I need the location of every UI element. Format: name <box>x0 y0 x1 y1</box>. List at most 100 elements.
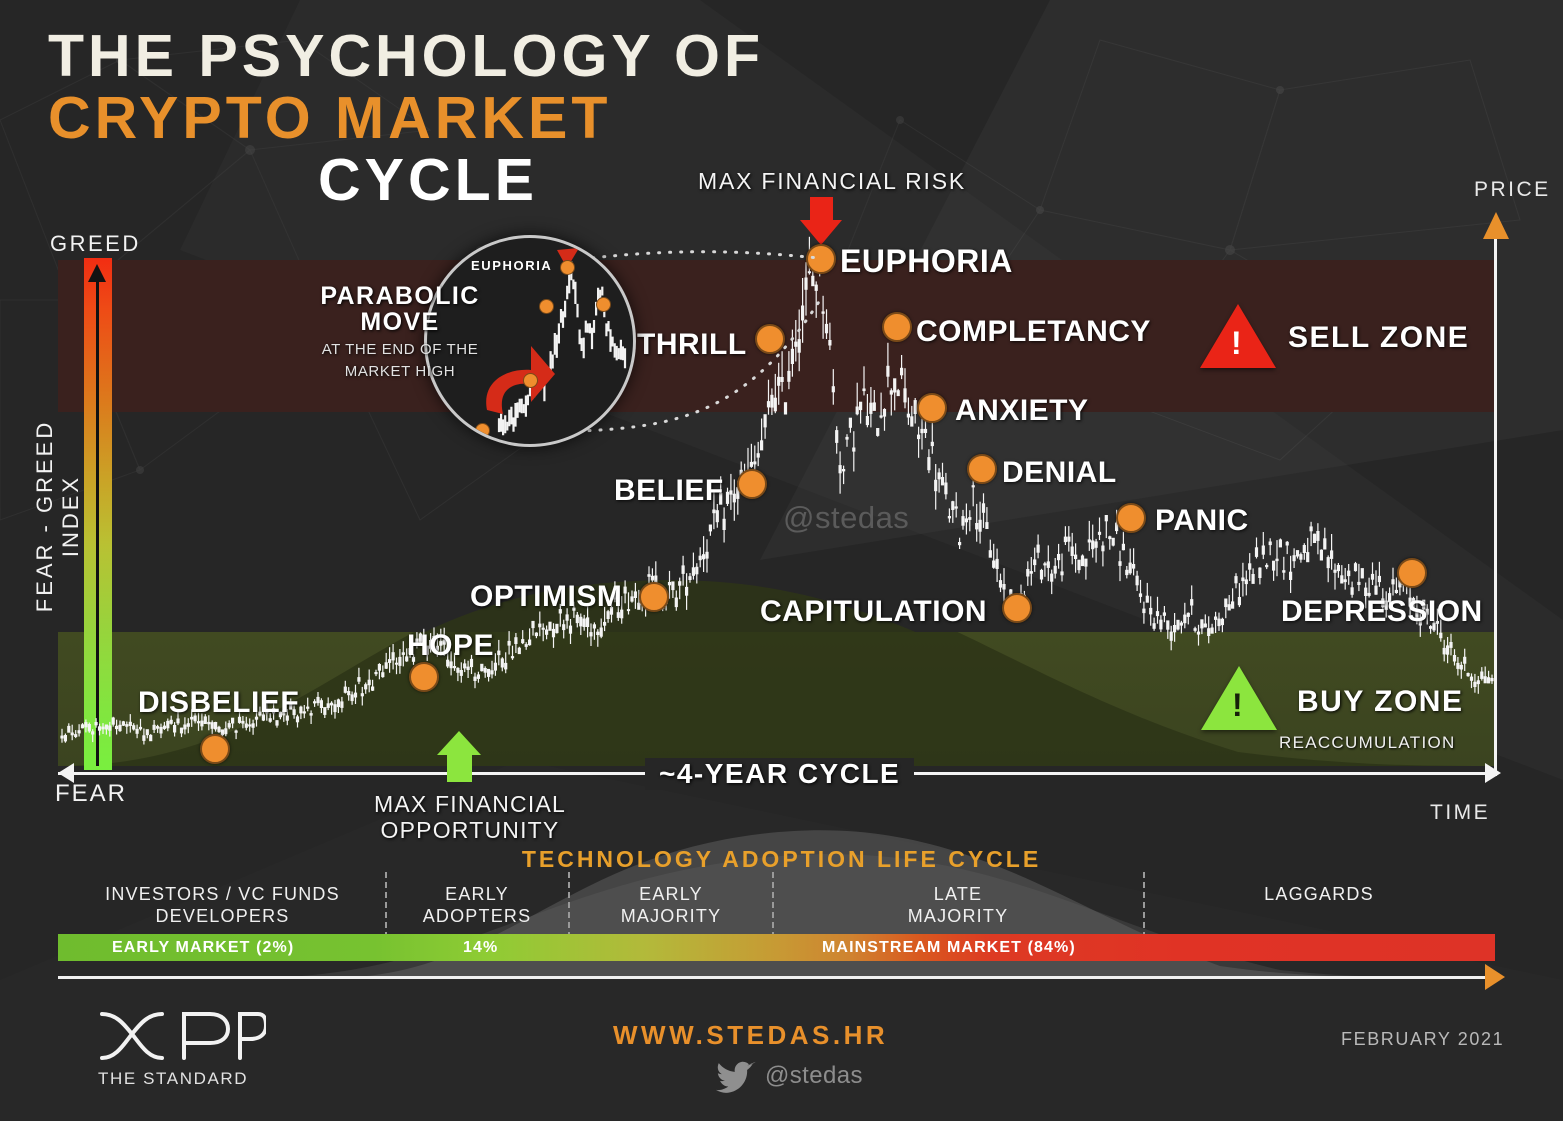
magnifier-peak-arrow-icon <box>557 248 579 268</box>
max-opportunity-arrow-up-icon <box>437 731 481 755</box>
market-share-gradient-bar <box>58 934 1495 961</box>
title-line-1: THE PSYCHOLOGY OF <box>48 23 764 89</box>
website-link[interactable]: WWW.STEDAS.HR <box>613 1020 889 1050</box>
xrp-tagline: THE STANDARD <box>98 1069 249 1088</box>
max-opportunity-label: MAX FINANCIAL OPPORTUNITY <box>355 791 585 844</box>
emotion-marker-optimism <box>639 582 669 612</box>
sell-zone-label: SELL ZONE <box>1288 321 1470 354</box>
max-risk-arrow-shaft <box>810 197 833 221</box>
sell-zone-warning-icon <box>1200 304 1276 368</box>
emotion-marker-disbelief <box>200 734 230 764</box>
emotion-label-denial: DENIAL <box>1002 456 1117 489</box>
adoption-segment-1: INVESTORS / VC FUNDS DEVELOPERS <box>60 884 385 927</box>
emotion-marker-euphoria <box>806 244 836 274</box>
adoption-segment-4-line1: LATE <box>933 884 983 904</box>
adoption-segment-3-line1: EARLY <box>639 884 703 904</box>
price-axis-arrow-icon <box>1483 212 1509 239</box>
emotion-label-panic: PANIC <box>1155 504 1249 537</box>
magnifier-optimism-label: SM <box>430 419 453 434</box>
publication-date: FEBRUARY 2021 <box>1341 1029 1505 1049</box>
market-share-label-3: MAINSTREAM MARKET (84%) <box>822 939 1076 956</box>
max-risk-label: MAX FINANCIAL RISK <box>698 168 966 194</box>
parabolic-sub-line2: MARKET HIGH <box>344 362 456 380</box>
emotion-marker-completancy <box>882 312 912 342</box>
magnifier-marker-optimism <box>475 423 490 438</box>
parabolic-sub-line1: AT THE END OF THE <box>321 340 479 358</box>
emotion-label-disbelief: DISBELIEF <box>138 686 300 719</box>
market-share-label-2: 14% <box>463 939 499 956</box>
magnifier-marker-thrill <box>539 299 554 314</box>
buy-zone-warning-icon <box>1201 666 1277 730</box>
max-opportunity-arrow-shaft <box>447 752 472 782</box>
title-line-3: CYCLE <box>318 146 538 213</box>
emotion-marker-thrill <box>755 324 785 354</box>
emotion-marker-panic <box>1116 503 1146 533</box>
buy-zone-label: BUY ZONE <box>1297 685 1464 718</box>
emotion-label-completancy: COMPLETANCY <box>916 315 1151 348</box>
adoption-segment-2: EARLY ADOPTERS <box>385 884 569 927</box>
time-axis-label: TIME <box>1430 801 1491 824</box>
watermark-text: @stedas <box>783 500 910 535</box>
adoption-base-axis-arrow-icon <box>1485 964 1505 990</box>
twitter-bird-icon <box>715 1061 756 1093</box>
adoption-segment-4: LATE MAJORITY <box>773 884 1143 927</box>
emotion-label-optimism: OPTIMISM <box>470 580 623 613</box>
adoption-divider-1 <box>385 872 387 958</box>
magnifier-marker-belief <box>523 373 538 388</box>
emotion-marker-hope <box>409 662 439 692</box>
parabolic-arrow-icon <box>486 346 555 414</box>
adoption-segment-2-line2: ADOPTERS <box>422 905 532 926</box>
emotion-label-thrill: THRILL <box>637 328 747 361</box>
magnifier-marker-completancy <box>596 297 611 312</box>
max-opportunity-label-line1: MAX FINANCIAL <box>374 791 566 817</box>
emotion-label-anxiety: ANXIETY <box>955 394 1089 427</box>
adoption-segment-1-line1: INVESTORS / VC FUNDS <box>105 884 340 904</box>
twitter-handle[interactable]: @stedas <box>765 1062 863 1089</box>
emotion-marker-denial <box>967 454 997 484</box>
emotion-label-capitulation: CAPITULATION <box>760 595 988 628</box>
time-axis-arrow-right-icon <box>1485 763 1501 783</box>
magnifier-lens: EUPHORIA SM <box>424 235 636 447</box>
title-line-2: CRYPTO MARKET <box>48 84 612 151</box>
adoption-segment-3: EARLY MAJORITY <box>569 884 773 927</box>
buy-zone-sublabel: REACCUMULATION <box>1279 733 1456 752</box>
price-axis-label: PRICE <box>1474 178 1551 201</box>
magnifier-marker-euphoria <box>560 260 575 275</box>
price-axis-line <box>1494 238 1497 776</box>
adoption-segment-2-line1: EARLY <box>445 884 509 904</box>
adoption-divider-4 <box>1143 872 1145 958</box>
adoption-section-title: TECHNOLOGY ADOPTION LIFE CYCLE <box>521 846 1042 872</box>
page-title: THE PSYCHOLOGY OF CRYPTO MARKET CYCLE <box>48 23 808 213</box>
greed-axis-label: GREED <box>50 231 141 256</box>
sell-zone-warning-exclamation: ! <box>1231 325 1242 361</box>
adoption-divider-3 <box>772 872 774 958</box>
emotion-marker-capitulation <box>1002 593 1032 623</box>
parabolic-move-callout: PARABOLIC MOVE AT THE END OF THE MARKET … <box>300 283 500 380</box>
emotion-marker-belief <box>737 469 767 499</box>
emotion-label-euphoria: EUPHORIA <box>840 243 1013 279</box>
time-axis-arrow-left-icon <box>58 763 74 783</box>
emotion-marker-anxiety <box>917 393 947 423</box>
adoption-divider-2 <box>568 872 570 958</box>
fear-greed-arrow-shaft <box>96 276 99 766</box>
magnifier-callout: EUPHORIA SM <box>424 235 636 447</box>
adoption-segment-5: LAGGARDS <box>1143 884 1495 906</box>
cycle-duration-label: ~4-YEAR CYCLE <box>645 758 915 790</box>
max-opportunity-label-line2: OPPORTUNITY <box>380 816 560 843</box>
parabolic-heading-line1: PARABOLIC <box>320 282 480 310</box>
fear-greed-arrow-head <box>88 264 106 282</box>
market-share-label-1: EARLY MARKET (2%) <box>112 939 295 956</box>
emotion-label-hope: HOPE <box>407 629 495 662</box>
adoption-segment-4-line2: MAJORITY <box>907 905 1009 926</box>
xrp-logo-icon <box>100 1012 266 1060</box>
adoption-base-axis-line <box>58 976 1495 979</box>
adoption-segment-1-line2: DEVELOPERS <box>155 905 290 926</box>
adoption-segment-5-line1: LAGGARDS <box>1264 884 1374 904</box>
parabolic-heading-line2: MOVE <box>360 308 440 337</box>
adoption-segment-3-line2: MAJORITY <box>620 905 722 926</box>
emotion-label-depression: DEPRESSION <box>1281 595 1483 628</box>
buy-zone-warning-exclamation: ! <box>1232 687 1243 723</box>
